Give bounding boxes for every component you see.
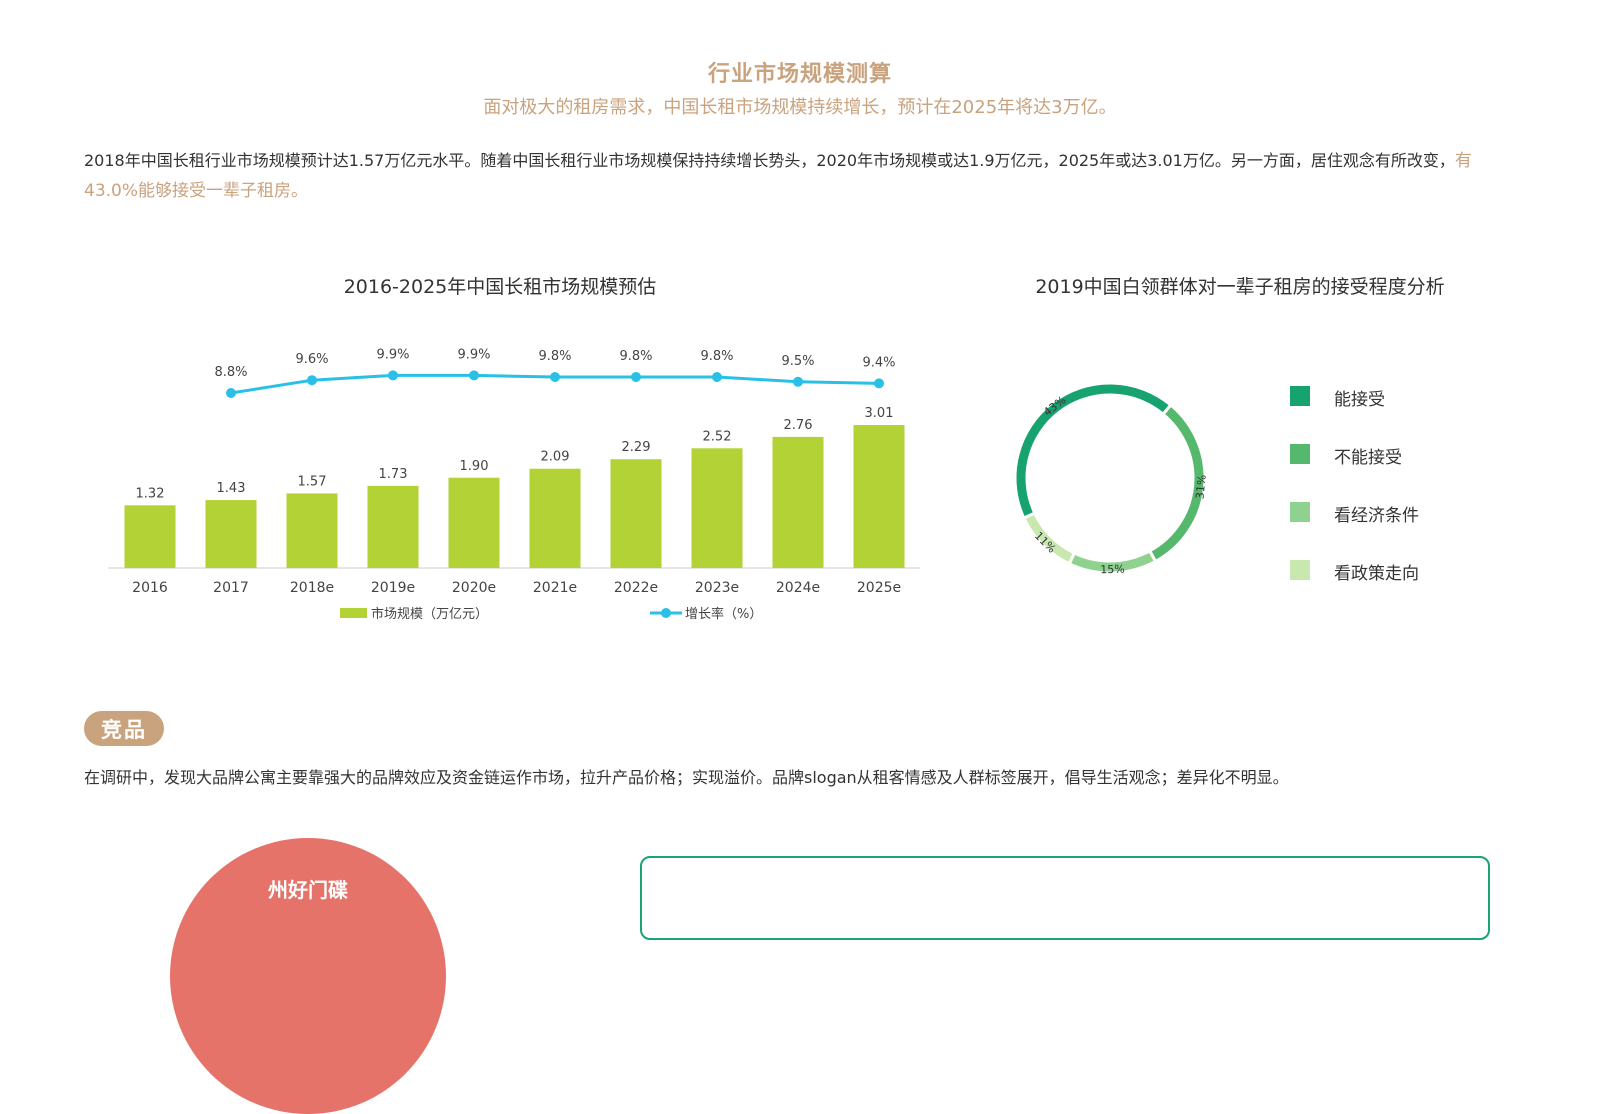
legend-line-marker [661,608,671,618]
growth-rate-label: 8.8% [214,365,247,380]
x-tick-label: 2019e [371,580,415,596]
growth-rate-label: 9.8% [700,349,733,364]
market-size-chart: 1.32 2016 1.43 2017 1.57 2018e 1.73 2019e 1.90 20… [108,347,920,622]
legend-swatch [1290,386,1310,406]
donut-legend: 能接受 不能接受 看经济条件 看政策走向 [1290,385,1419,617]
legend-item: 能接受 [1290,385,1419,443]
bar [286,493,338,568]
competitor-red-card: 州好门碟 [170,838,446,1114]
section-title: 行业市场规模测算 [707,62,892,87]
x-tick-label: 2024e [776,580,820,596]
growth-rate-point [793,376,803,387]
bar [529,468,581,568]
legend-item: 看政策走向 [1290,559,1419,617]
x-tick-label: 2020e [452,580,496,596]
bar [772,436,824,568]
growth-rate-point [469,370,479,381]
bar-value-label: 3.01 [865,406,894,421]
x-tick-label: 2023e [695,580,739,596]
growth-rate-point [388,370,398,381]
competitor-red-label: 州好门碟 [268,878,348,902]
legend-swatch [1290,444,1310,464]
section-subtitle: 面对极大的租房需求，中国长租市场规模持续增长，预计在2025年将达3万亿。 [483,97,1117,118]
bar-value-label: 2.52 [703,429,732,444]
bar [205,500,257,568]
competitor-description: 在调研中，发现大品牌公寓主要靠强大的品牌效应及资金链运作市场，拉升产品价格；实现… [84,768,1289,787]
growth-rate-point [550,372,560,382]
intro-highlight: 有43.0%能够接受一辈子租房。 [84,151,1472,201]
legend-label: 不能接受 [1334,448,1402,468]
legend-label: 能接受 [1334,390,1385,410]
competitor-badge: 竞品 [84,711,164,746]
growth-rate-label: 9.9% [457,347,490,362]
legend-label: 看政策走向 [1334,564,1419,584]
bar-value-label: 1.32 [136,486,165,501]
bar-value-label: 1.43 [217,481,246,496]
intro-paragraph: 2018年中国长租行业市场规模预计达1.57万亿元水平。随着中国长租行业市场规模… [84,146,1524,206]
bar-value-label: 2.29 [622,440,651,455]
growth-rate-point [226,388,236,398]
donut-slice [1021,511,1077,566]
legend-bar-label: 市场规模（万亿元） [371,606,488,622]
growth-rate-point [874,378,884,389]
intro-text: 2018年中国长租行业市场规模预计达1.57万亿元水平。随着中国长租行业市场规模… [84,151,1455,170]
growth-rate-point [631,372,641,382]
legend-line-label: 增长率（%） [685,606,762,622]
donut-chart-title: 2019中国白领群体对一辈子租房的接受程度分析 [1035,276,1445,298]
legend-bar-swatch [340,608,367,618]
bar-value-label: 2.09 [541,450,570,465]
growth-rate-label: 9.6% [295,352,328,367]
x-tick-label: 2018e [290,580,334,596]
legend-swatch [1290,560,1310,580]
growth-rate-point [712,372,722,382]
bar-value-label: 2.76 [784,418,813,433]
donut-slice [1013,381,1173,521]
legend-item: 不能接受 [1290,443,1419,501]
bar [448,477,500,568]
bar [367,485,419,568]
donut-slice-label: 15% [1100,563,1125,577]
growth-rate-label: 9.9% [376,347,409,362]
donut-slice-label: 31% [1193,474,1208,500]
legend-swatch [1290,502,1310,522]
bar-value-label: 1.57 [298,474,327,489]
acceptance-donut-chart: 43%31%15%11% [1013,381,1209,577]
growth-rate-label: 9.5% [781,354,814,369]
x-tick-label: 2025e [857,580,901,596]
bar-chart-title: 2016-2025年中国长租市场规模预估 [343,276,657,298]
competitor-green-card [640,856,1490,940]
bar [124,505,176,568]
growth-rate-point [307,375,317,386]
bar [691,448,743,568]
legend-item: 看经济条件 [1290,501,1419,559]
growth-rate-label: 9.4% [862,355,895,370]
x-tick-label: 2022e [614,580,658,596]
growth-rate-label: 9.8% [538,349,571,364]
growth-rate-label: 9.8% [619,349,652,364]
bar [853,425,905,568]
x-tick-label: 2016 [132,580,168,596]
bar [610,459,662,568]
bar-value-label: 1.73 [379,467,408,482]
legend-label: 看经济条件 [1334,506,1419,526]
x-tick-label: 2017 [213,580,249,596]
bar-value-label: 1.90 [460,459,489,474]
x-tick-label: 2021e [533,580,577,596]
